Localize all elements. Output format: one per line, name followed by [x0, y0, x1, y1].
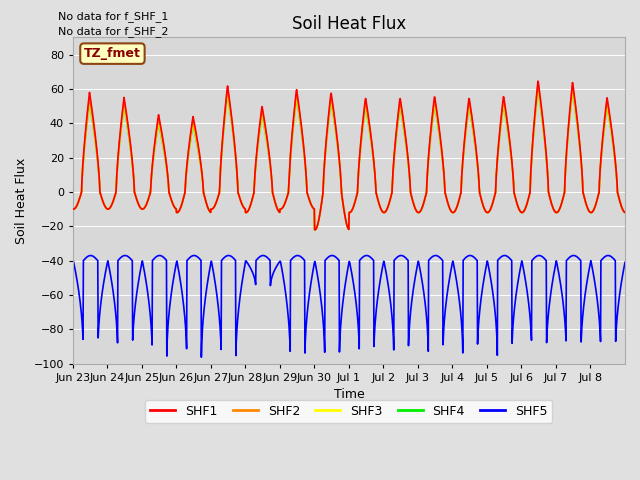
Text: TZ_fmet: TZ_fmet	[84, 47, 141, 60]
Legend: SHF1, SHF2, SHF3, SHF4, SHF5: SHF1, SHF2, SHF3, SHF4, SHF5	[145, 400, 552, 423]
Text: No data for f_SHF_2: No data for f_SHF_2	[58, 25, 168, 36]
Y-axis label: Soil Heat Flux: Soil Heat Flux	[15, 157, 28, 244]
Title: Soil Heat Flux: Soil Heat Flux	[292, 15, 406, 33]
Text: No data for f_SHF_1: No data for f_SHF_1	[58, 11, 168, 22]
X-axis label: Time: Time	[333, 388, 364, 401]
